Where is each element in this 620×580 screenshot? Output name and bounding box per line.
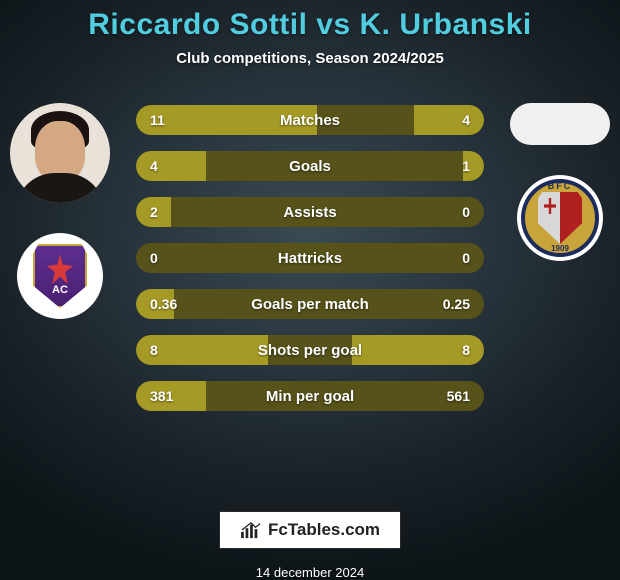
stat-row: 114Matches — [136, 105, 484, 135]
player1-face-shape — [35, 121, 85, 181]
stat-label: Hattricks — [136, 250, 484, 267]
main-area: AC BFC 1909 114Matches 41Goals 20Assists 00… — [0, 95, 620, 493]
stat-label: Goals — [136, 158, 484, 175]
right-player-column: BFC 1909 — [510, 103, 610, 261]
stat-label: Min per goal — [136, 388, 484, 405]
comparison-title: Riccardo Sottil vs K. Urbanski — [88, 8, 531, 42]
player2-club-badge: BFC 1909 — [517, 175, 603, 261]
brand-text: FcTables.com — [268, 520, 380, 540]
left-player-column: AC — [10, 103, 110, 319]
chart-icon — [240, 521, 262, 539]
season-subtitle: Club competitions, Season 2024/2025 — [176, 50, 444, 67]
player2-photo-placeholder — [510, 103, 610, 145]
stat-bars-container: 114Matches 41Goals 20Assists 00Hattricks 0.3… — [136, 105, 484, 411]
stat-label: Goals per match — [136, 296, 484, 313]
bologna-bfc-text: BFC — [525, 181, 595, 191]
stat-row: 0.360.25Goals per match — [136, 289, 484, 319]
bologna-shield-icon — [538, 192, 582, 244]
fiorentina-ac-text: AC — [35, 284, 85, 296]
stat-row: 41Goals — [136, 151, 484, 181]
stat-row: 381561Min per goal — [136, 381, 484, 411]
player1-photo — [10, 103, 110, 203]
brand-attribution: FcTables.com — [219, 511, 401, 549]
fiorentina-shield-icon: AC — [33, 244, 87, 308]
stat-label: Shots per goal — [136, 342, 484, 359]
stat-row: 20Assists — [136, 197, 484, 227]
stat-label: Matches — [136, 112, 484, 129]
snapshot-date: 14 december 2024 — [256, 565, 364, 580]
bologna-ring-icon: BFC 1909 — [521, 179, 599, 257]
player1-body-shape — [15, 173, 105, 203]
stat-label: Assists — [136, 204, 484, 221]
stat-row: 88Shots per goal — [136, 335, 484, 365]
player1-club-badge: AC — [17, 233, 103, 319]
content-wrapper: Riccardo Sottil vs K. Urbanski Club comp… — [0, 0, 620, 580]
bologna-year-text: 1909 — [525, 244, 595, 253]
stat-row: 00Hattricks — [136, 243, 484, 273]
